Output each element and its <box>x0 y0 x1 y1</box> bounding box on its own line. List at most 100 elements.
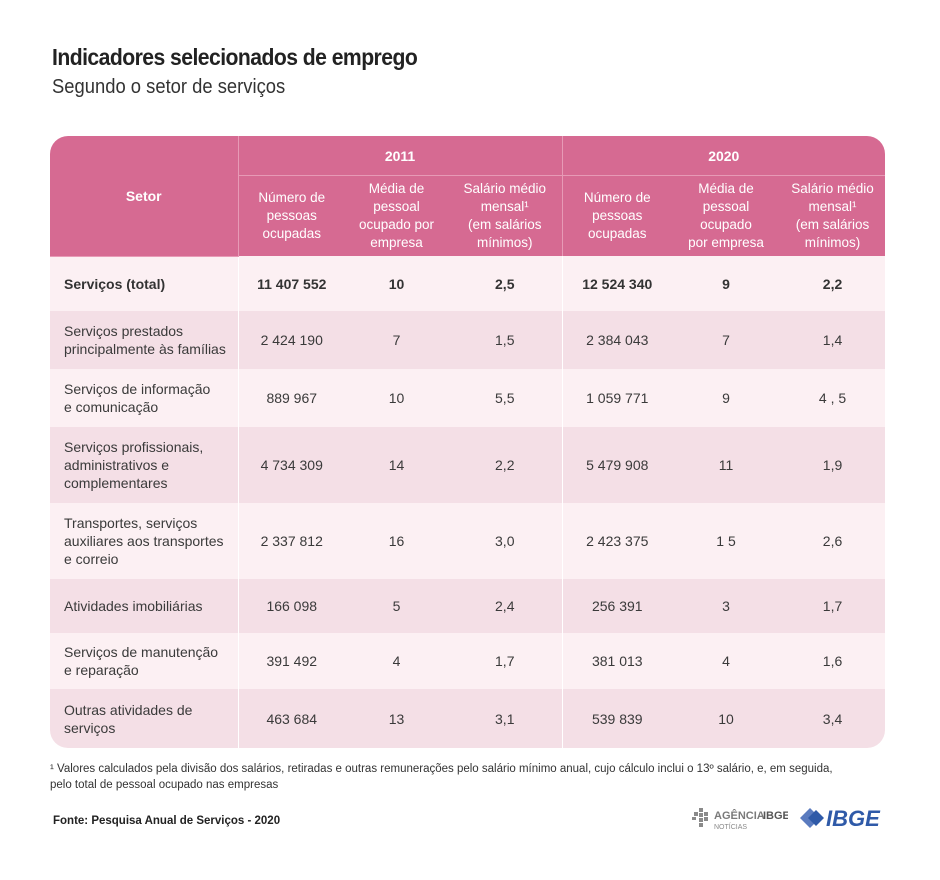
table-cell: 3,0 <box>448 503 563 579</box>
text-line: mensal¹ <box>480 199 529 214</box>
text-line: Número de <box>258 190 326 205</box>
text-line: Salário médio <box>463 181 547 196</box>
table-cell: 12 524 340 <box>562 256 673 311</box>
text-line: por empresa <box>688 235 764 250</box>
subtitle: Segundo o setor de serviços <box>52 76 286 98</box>
text-line: pelo total de pessoal ocupado nas empres… <box>50 779 279 791</box>
table-cell: 166 098 <box>238 579 345 633</box>
logo-agencia: AGÊNCIA <box>714 809 765 822</box>
table-cell: 10 <box>672 689 781 748</box>
text-line: pessoal <box>373 199 420 214</box>
table-cell: 5 479 908 <box>562 427 673 503</box>
text-line: serviços <box>64 719 116 736</box>
text-line: empresa <box>370 235 423 250</box>
table-head: Setor 2011 2020 Número de pessoas ocupadas Méd… <box>50 136 885 257</box>
table-cell: 2 384 043 <box>562 311 673 369</box>
logo-ibge: IBGE <box>826 806 881 831</box>
table-cell: 10 <box>345 256 448 311</box>
text-line: mínimos) <box>804 235 861 250</box>
table-cell: 1 059 771 <box>562 369 673 427</box>
table-row: Atividades imobiliárias 166 098 5 2,4 256 39… <box>50 579 885 633</box>
text-line: e reparação <box>64 662 139 678</box>
logo-diamond <box>808 810 824 826</box>
text-line: e comunicação <box>64 399 159 415</box>
ibge-logo: IBGE <box>800 806 881 831</box>
text-line: pessoal <box>702 199 750 214</box>
table-row: Serviços de manutenção e reparação 391 492… <box>50 633 885 689</box>
table-cell: 16 <box>345 503 448 579</box>
header-column: Salário médio mensal¹ (em salários mínimos) <box>780 175 885 256</box>
text-line: auxiliares aos transportes <box>64 533 224 549</box>
table-cell: 1,7 <box>780 579 885 633</box>
text-line: pessoas <box>266 208 317 223</box>
header-year: 2011 <box>238 136 563 176</box>
text-line: Serviços de informação <box>64 381 211 397</box>
text-line: Número de <box>583 190 651 205</box>
table-row: Serviços profissionais, administrativos e… <box>50 427 885 503</box>
table-cell: 2 424 190 <box>238 311 345 369</box>
header-column: Número de pessoas ocupadas <box>238 175 345 256</box>
title: Indicadores selecionados de emprego <box>52 44 418 70</box>
table-cell: 2 337 812 <box>238 503 345 579</box>
source: Fonte: Pesquisa Anual de Serviços - 2020 <box>53 815 281 827</box>
table-cell: 3,1 <box>448 689 563 748</box>
table-row: Outras atividades de serviços 463 684 13 3,1… <box>50 689 885 748</box>
sector-name: Serviços de manutenção e reparação <box>50 633 239 689</box>
table-cell: 256 391 <box>562 579 673 633</box>
text-line: Salário médio <box>791 181 874 196</box>
text-line: Serviços (total) <box>64 275 166 292</box>
text-line: administrativos e <box>64 457 170 473</box>
logo-noticias: NOTÍCIAS <box>714 822 747 831</box>
text-line: e correio <box>64 551 119 567</box>
text-line: Serviços de manutenção <box>64 644 219 660</box>
table-container: Setor 2011 2020 Número de pessoas ocupadas Méd… <box>50 136 885 748</box>
header-setor: Setor <box>50 136 239 257</box>
agencia-logo: AGÊNCIA IBGE NOTÍCIAS <box>692 808 788 831</box>
table-cell: 5 <box>345 579 448 633</box>
text-line: complementares <box>64 475 168 491</box>
sector-name: Outras atividades de serviços <box>50 689 239 748</box>
sector-name: Serviços (total) <box>50 256 239 311</box>
text-line: ocupado <box>700 217 752 232</box>
table-cell: 7 <box>672 311 781 369</box>
table-cell: 463 684 <box>238 689 345 748</box>
text-line: Média de <box>368 181 425 196</box>
text-line: ¹ Valores calculados pela divisão dos sa… <box>50 763 833 775</box>
sector-name: Serviços prestados principalmente às famí… <box>50 311 239 369</box>
header-column: Número de pessoas ocupadas <box>561 175 673 256</box>
table-cell: 1,4 <box>780 311 885 369</box>
text-line: Outras atividades de <box>64 701 193 718</box>
text-line: Serviços prestados <box>64 323 184 339</box>
table-cell: 4 , 5 <box>780 369 885 427</box>
table-cell: 11 407 552 <box>238 256 345 311</box>
table-row: Transportes, serviços auxiliares aos tran… <box>50 503 885 579</box>
table-cell: 1,9 <box>780 427 885 503</box>
data-table: Setor 2011 2020 Número de pessoas ocupadas Méd… <box>50 136 885 748</box>
sector-name: Serviços profissionais, administrativos e… <box>50 427 239 503</box>
table-cell: 14 <box>345 427 448 503</box>
header-column: Média de pessoal ocupado por empresa <box>345 175 448 256</box>
text-line: Atividades imobiliárias <box>64 598 203 614</box>
table-row: Serviços prestados principalmente às famí… <box>50 311 885 369</box>
table-cell: 1,7 <box>448 633 563 689</box>
table-cell: 539 839 <box>562 689 673 748</box>
table-cell: 1,6 <box>780 633 885 689</box>
text-line: (em salários <box>467 217 542 232</box>
text-line: mínimos) <box>477 235 533 250</box>
sector-name: Serviços de informação e comunicação <box>50 369 239 427</box>
table-cell: 9 <box>672 256 781 311</box>
table-cell: 5,5 <box>448 369 563 427</box>
table-cell: 10 <box>345 369 448 427</box>
table-cell: 2,6 <box>780 503 885 579</box>
table-cell: 1,5 <box>448 311 563 369</box>
text-line: ocupadas <box>587 226 647 241</box>
table-cell: 2,5 <box>448 256 563 311</box>
text-line: ocupadas <box>262 226 322 241</box>
header-column: Média de pessoal ocupado por empresa <box>672 175 781 256</box>
table-body: Serviços (total) 11 407 552 10 2,5 12 524 34… <box>50 256 885 748</box>
table-cell: 3,4 <box>780 689 885 748</box>
table-cell: 2 423 375 <box>562 503 673 579</box>
sector-name: Atividades imobiliárias <box>50 579 239 633</box>
